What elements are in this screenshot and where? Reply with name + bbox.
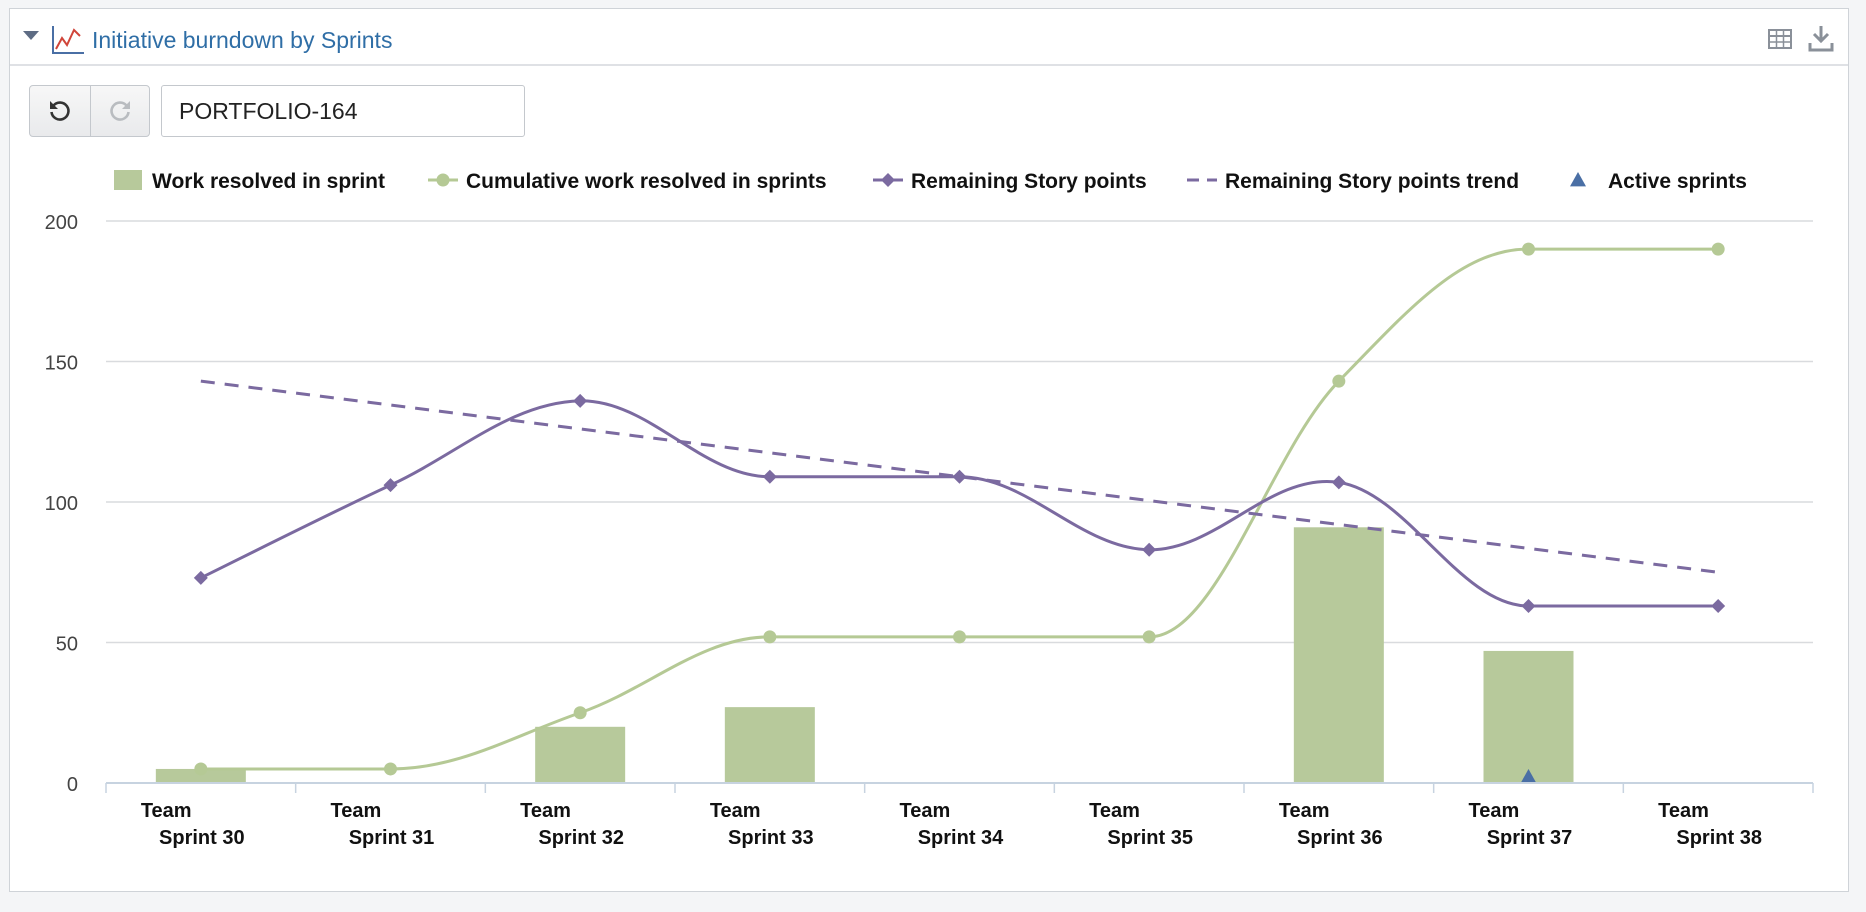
point-remaining-story-points[interactable] <box>1142 542 1157 557</box>
legend-swatch-bar <box>114 170 142 190</box>
x-tick-label: Team <box>141 800 192 822</box>
x-tick-label: Team <box>1658 800 1709 822</box>
point-cumulative-work[interactable] <box>1711 242 1725 256</box>
x-tick-label: Sprint 35 <box>1107 827 1193 849</box>
point-remaining-story-points[interactable] <box>383 478 398 493</box>
bar-work-resolved[interactable] <box>724 707 815 783</box>
x-tick-label: Team <box>1089 800 1140 822</box>
x-tick-label: Team <box>900 800 951 822</box>
legend-item[interactable]: Remaining Story points <box>873 170 1147 193</box>
issue-key-input[interactable] <box>161 85 525 137</box>
legend-item[interactable]: Remaining Story points trend <box>1187 170 1519 193</box>
x-tick-label: Team <box>331 800 382 822</box>
x-tick-label: Sprint 33 <box>728 827 814 849</box>
axis-layer: 0 50 100 150 200 Team Sprint 30 Team Sprint 31 Te… <box>45 212 1814 849</box>
marker-layer <box>193 242 1726 784</box>
legend-label: Remaining Story points <box>911 170 1147 193</box>
legend-swatch-triangle <box>1570 172 1586 187</box>
x-tick-label: Sprint 31 <box>349 827 435 849</box>
y-tick-label: 200 <box>45 212 78 234</box>
y-tick-label: 100 <box>45 493 78 515</box>
point-remaining-story-points[interactable] <box>573 393 588 408</box>
point-cumulative-work[interactable] <box>573 706 587 720</box>
download-icon[interactable] <box>1807 23 1835 53</box>
point-remaining-story-points[interactable] <box>952 469 967 484</box>
point-remaining-story-points[interactable] <box>1521 598 1536 613</box>
bar-work-resolved[interactable] <box>155 768 246 783</box>
gadget-header: Initiative burndown by Sprints <box>10 9 1848 66</box>
legend-label: Remaining Story points trend <box>1225 170 1519 193</box>
point-remaining-story-points[interactable] <box>762 469 777 484</box>
x-tick-label: Sprint 30 <box>159 827 245 849</box>
legend-item[interactable]: Active sprints <box>1570 170 1747 193</box>
point-cumulative-work[interactable] <box>194 762 208 776</box>
history-buttons <box>29 85 150 137</box>
point-remaining-story-points[interactable] <box>1711 598 1726 613</box>
legend-layer: Work resolved in sprint Cumulative work r… <box>114 170 1747 193</box>
table-view-icon[interactable] <box>1767 26 1793 52</box>
legend-label: Work resolved in sprint <box>152 170 385 193</box>
x-tick-label: Team <box>520 800 571 822</box>
legend-item[interactable]: Work resolved in sprint <box>114 170 385 193</box>
x-tick-label: Sprint 37 <box>1487 827 1573 849</box>
bar-work-resolved[interactable] <box>1293 527 1384 783</box>
bar-layer <box>155 527 1574 783</box>
redo-icon <box>110 101 130 121</box>
undo-icon <box>50 101 70 121</box>
line-remaining-trend[interactable] <box>200 379 1719 574</box>
bar-work-resolved[interactable] <box>1483 650 1574 783</box>
collapse-caret-icon[interactable] <box>23 31 39 40</box>
line-chart-icon <box>52 26 84 54</box>
legend-label: Cumulative work resolved in sprints <box>466 170 827 193</box>
y-tick-label: 0 <box>67 774 78 796</box>
point-remaining-story-points[interactable] <box>1331 475 1346 490</box>
x-tick-label: Team <box>710 800 761 822</box>
point-cumulative-work[interactable] <box>1332 374 1346 388</box>
x-tick-label: Sprint 34 <box>918 827 1004 849</box>
point-remaining-story-points[interactable] <box>193 570 208 585</box>
redo-button[interactable] <box>90 86 149 136</box>
gadget-title[interactable]: Initiative burndown by Sprints <box>92 27 393 53</box>
point-cumulative-work[interactable] <box>953 630 966 644</box>
x-tick-label: Sprint 36 <box>1297 827 1383 849</box>
y-tick-label: 50 <box>56 634 78 656</box>
undo-button[interactable] <box>30 86 91 136</box>
legend-label: Active sprints <box>1608 170 1747 193</box>
legend-swatch-diamond <box>881 173 895 187</box>
x-tick-label: Sprint 32 <box>538 827 624 849</box>
point-cumulative-work[interactable] <box>384 762 397 776</box>
x-tick-label: Team <box>1279 800 1330 822</box>
line-remaining-story-points[interactable] <box>200 399 1719 608</box>
legend-swatch-circle <box>436 173 450 187</box>
point-cumulative-work[interactable] <box>1522 242 1535 256</box>
grid-layer <box>106 220 1813 644</box>
legend-item[interactable]: Cumulative work resolved in sprints <box>428 170 827 193</box>
y-tick-label: 150 <box>45 353 78 375</box>
line-cumulative-work[interactable] <box>200 247 1719 771</box>
point-cumulative-work[interactable] <box>1142 630 1156 644</box>
x-tick-label: Sprint 38 <box>1676 827 1762 849</box>
bar-work-resolved[interactable] <box>535 726 626 783</box>
point-cumulative-work[interactable] <box>763 630 777 644</box>
marker-active-sprint[interactable] <box>1520 769 1537 784</box>
x-tick-label: Team <box>1469 800 1520 822</box>
